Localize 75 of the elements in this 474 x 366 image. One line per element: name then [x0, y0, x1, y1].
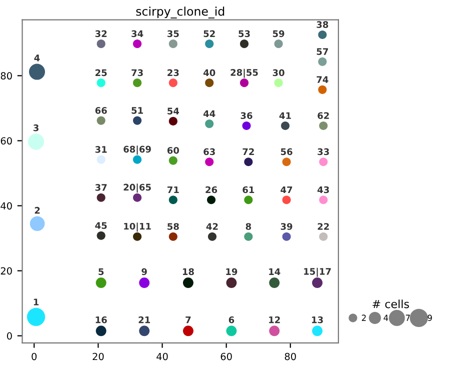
annotation: 36: [240, 112, 252, 120]
annotation: 6: [228, 316, 234, 324]
legend-label: 2: [362, 314, 366, 321]
annotation: 5: [98, 268, 104, 276]
annotation: 39: [280, 223, 292, 230]
annotation: 26: [206, 186, 218, 194]
annotation: 1: [34, 298, 39, 306]
annotation: 42: [206, 223, 218, 230]
chart-title: scirpy_clone_id: [136, 6, 224, 18]
annotation: 54: [168, 108, 180, 114]
annotation: 28|55: [230, 68, 258, 78]
x-tick-label: 80: [284, 352, 296, 360]
legend-label: 7: [406, 314, 410, 321]
annotation: 37: [95, 184, 107, 191]
legend-label: 4: [384, 314, 388, 321]
legend-label: 9: [428, 314, 432, 321]
annotation: 20|65: [124, 184, 151, 193]
annotation: 66: [95, 107, 107, 114]
annotation: 12: [269, 316, 280, 324]
annotation: 35: [167, 30, 179, 38]
annotation: 63: [204, 148, 215, 156]
y-tick-label: 0: [7, 332, 12, 340]
annotation: 57: [316, 48, 328, 55]
annotation: 34: [132, 30, 144, 38]
y-tick-label: 60: [0, 137, 12, 145]
annotation: 23: [168, 69, 179, 76]
annotation: 58: [168, 223, 179, 230]
annotation: 14: [269, 268, 280, 275]
y-tick-label: 20: [0, 267, 12, 275]
annotation: 10|11: [124, 222, 151, 232]
annotation: 44: [203, 110, 216, 117]
annotation: 73: [132, 69, 143, 76]
annotation: 68|69: [124, 146, 151, 155]
annotation: 22: [318, 223, 329, 230]
annotation: 3: [34, 124, 38, 132]
x-tick-label: 20: [92, 352, 104, 360]
annotation: 47: [280, 186, 292, 194]
annotation: 43: [318, 186, 329, 194]
annotation: 7: [186, 316, 191, 324]
annotation: 51: [132, 107, 143, 114]
annotation: 74: [316, 76, 328, 83]
annotation: 16: [96, 316, 107, 324]
annotation: 18: [182, 268, 194, 276]
x-tick-label: 0: [32, 352, 37, 360]
annotation: 38: [316, 21, 328, 28]
annotation: 71: [167, 186, 179, 194]
annotation: 32: [95, 30, 107, 38]
annotation: 60: [167, 146, 179, 154]
legend-title: # cells: [372, 300, 409, 308]
annotation: 31: [95, 146, 107, 153]
annotation: 53: [238, 30, 250, 38]
annotation: 52: [204, 30, 215, 38]
annotation: 40: [203, 69, 216, 76]
annotation: 62: [318, 112, 329, 120]
annotation: 61: [242, 186, 254, 194]
y-tick-label: 40: [0, 202, 12, 210]
annotation: 9: [142, 268, 147, 276]
annotation: 8: [246, 223, 252, 230]
annotation: 2: [34, 206, 40, 214]
annotation: 41: [279, 112, 291, 119]
annotation: 15|17: [304, 268, 331, 277]
x-tick-label: 40: [156, 352, 168, 360]
annotation: 30: [272, 69, 284, 76]
x-tick-label: 60: [220, 352, 232, 360]
annotation: 25: [96, 69, 107, 76]
annotation: 33: [318, 148, 329, 156]
annotation: 45: [95, 222, 107, 229]
annotation: 21: [138, 316, 150, 324]
annotation: 13: [312, 316, 323, 324]
y-tick-label: 80: [0, 72, 12, 80]
annotation: 19: [226, 268, 238, 276]
annotation: 59: [272, 30, 284, 38]
annotation: 4: [34, 54, 40, 62]
annotation: 72: [242, 148, 254, 155]
annotation: 56: [280, 148, 292, 156]
